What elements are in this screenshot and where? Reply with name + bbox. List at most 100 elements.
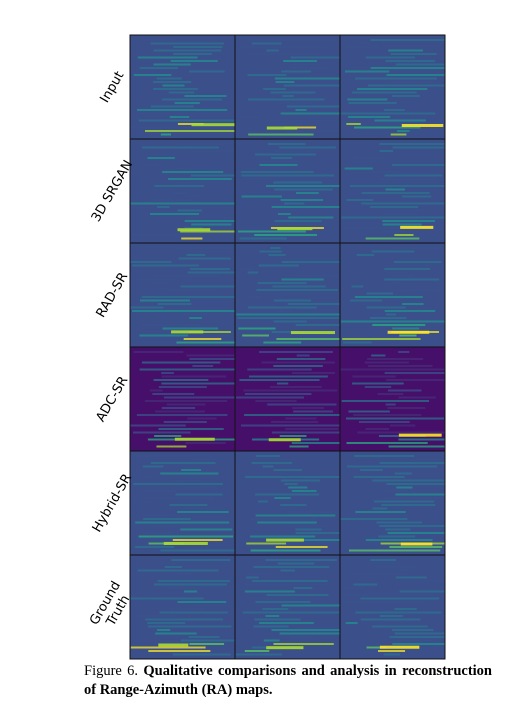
heatmap-stripe — [275, 546, 328, 548]
heatmap-stripe — [387, 389, 422, 392]
heatmap-stripe — [147, 622, 186, 624]
heatmap-stripe — [130, 597, 204, 600]
heatmap-stripe — [239, 379, 320, 381]
heatmap-stripe — [172, 539, 223, 541]
heatmap-stripe — [191, 458, 235, 461]
heatmap-stripe — [390, 53, 437, 55]
heatmap-stripe — [279, 632, 340, 635]
heatmap-stripe — [295, 109, 307, 111]
heatmap-stripe — [251, 458, 320, 461]
heatmap-stripe — [273, 469, 303, 471]
heatmap-stripe — [346, 594, 434, 596]
heatmap-stripe — [365, 237, 420, 240]
heatmap-stripe — [386, 74, 445, 76]
heatmap-stripe — [257, 521, 317, 524]
heatmap-stripe — [262, 465, 274, 468]
heatmap-stripe — [351, 91, 417, 94]
heatmap-stripe — [240, 424, 340, 427]
heatmap-stripe — [399, 334, 417, 337]
heatmap-stripe — [268, 254, 286, 256]
heatmap-stripe — [141, 532, 174, 534]
heatmap-bg — [340, 451, 445, 555]
heatmap-stripe — [162, 171, 224, 173]
heatmap-stripe — [286, 105, 340, 108]
heatmap-stripe — [147, 157, 175, 159]
heatmap-stripe — [364, 361, 409, 364]
heatmap-stripe — [394, 234, 414, 236]
heatmap-stripe — [244, 573, 276, 575]
heatmap-stripe — [359, 469, 383, 471]
heatmap-stripe — [383, 653, 400, 656]
heatmap-stripe — [385, 313, 396, 316]
heatmap-stripe — [132, 264, 199, 267]
heatmap-stripe — [385, 60, 436, 62]
heatmap-stripe — [255, 601, 311, 603]
heatmap-stripe — [148, 39, 177, 41]
heatmap-stripe — [280, 199, 324, 201]
heatmap-stripe — [384, 278, 440, 281]
heatmap-stripe — [266, 185, 340, 187]
heatmap-stripe — [376, 521, 423, 524]
heatmap-stripe — [168, 91, 195, 94]
heatmap-stripe — [280, 569, 295, 572]
heatmap-stripe — [189, 331, 231, 333]
heatmap-stripe — [379, 525, 445, 527]
heatmap-stripe — [169, 116, 190, 118]
heatmap — [234, 242, 341, 348]
heatmap-stripe — [247, 98, 325, 101]
heatmap-stripe — [376, 566, 419, 568]
heatmap-stripe — [191, 223, 232, 226]
heatmap-stripe — [247, 74, 287, 76]
heatmap-stripe — [185, 216, 235, 219]
heatmap-hot — [174, 437, 215, 441]
heatmap-hot — [266, 646, 304, 650]
heatmap-stripe — [393, 639, 434, 642]
heatmap-stripe — [266, 594, 329, 596]
heatmap-stripe — [393, 261, 442, 263]
heatmap-stripe — [237, 230, 306, 233]
caption-text: Qualitative comparisons and analysis in … — [84, 663, 493, 698]
heatmap-stripe — [354, 126, 421, 129]
heatmap-bg — [130, 451, 235, 555]
heatmap-stripe — [142, 514, 172, 517]
heatmap-stripe — [176, 573, 192, 575]
heatmap-stripe — [241, 174, 335, 177]
heatmap-stripe — [165, 160, 186, 163]
heatmap-stripe — [133, 351, 184, 353]
heatmap-bg — [340, 555, 445, 659]
heatmap-stripe — [378, 178, 439, 180]
heatmap-stripe — [293, 587, 313, 589]
heatmap-stripe — [379, 462, 445, 464]
heatmap-stripe — [272, 285, 326, 288]
heatmap-bg — [130, 347, 235, 451]
heatmap-stripe — [385, 188, 406, 191]
heatmap-stripe — [346, 123, 361, 125]
heatmap-stripe — [345, 417, 444, 420]
heatmap-stripe — [390, 424, 416, 427]
heatmap-stripe — [157, 580, 230, 582]
heatmap-stripe — [158, 428, 224, 430]
heatmap-stripe — [166, 403, 206, 406]
heatmap-stripe — [141, 361, 221, 364]
heatmap-hot — [163, 541, 208, 545]
heatmap-stripe — [288, 486, 308, 489]
heatmap — [234, 554, 341, 660]
heatmap-stripe — [247, 368, 312, 371]
heatmap — [339, 450, 446, 556]
row-label: Input — [98, 69, 128, 106]
heatmap-stripe — [392, 327, 420, 330]
heatmap-stripe — [365, 56, 416, 59]
heatmap-stripe — [271, 431, 340, 434]
heatmap-stripe — [250, 535, 316, 538]
heatmap-stripe — [398, 351, 410, 353]
heatmap-stripe — [130, 261, 172, 263]
heatmap-stripe — [139, 67, 179, 69]
heatmap-hot — [387, 330, 430, 334]
heatmap-stripe — [136, 109, 228, 111]
heatmap-stripe — [279, 472, 304, 475]
heatmap-stripe — [170, 60, 218, 62]
heatmap-stripe — [253, 625, 289, 628]
heatmap-stripe — [276, 102, 314, 104]
heatmap-stripe — [245, 583, 328, 586]
heatmap-stripe — [276, 310, 292, 312]
